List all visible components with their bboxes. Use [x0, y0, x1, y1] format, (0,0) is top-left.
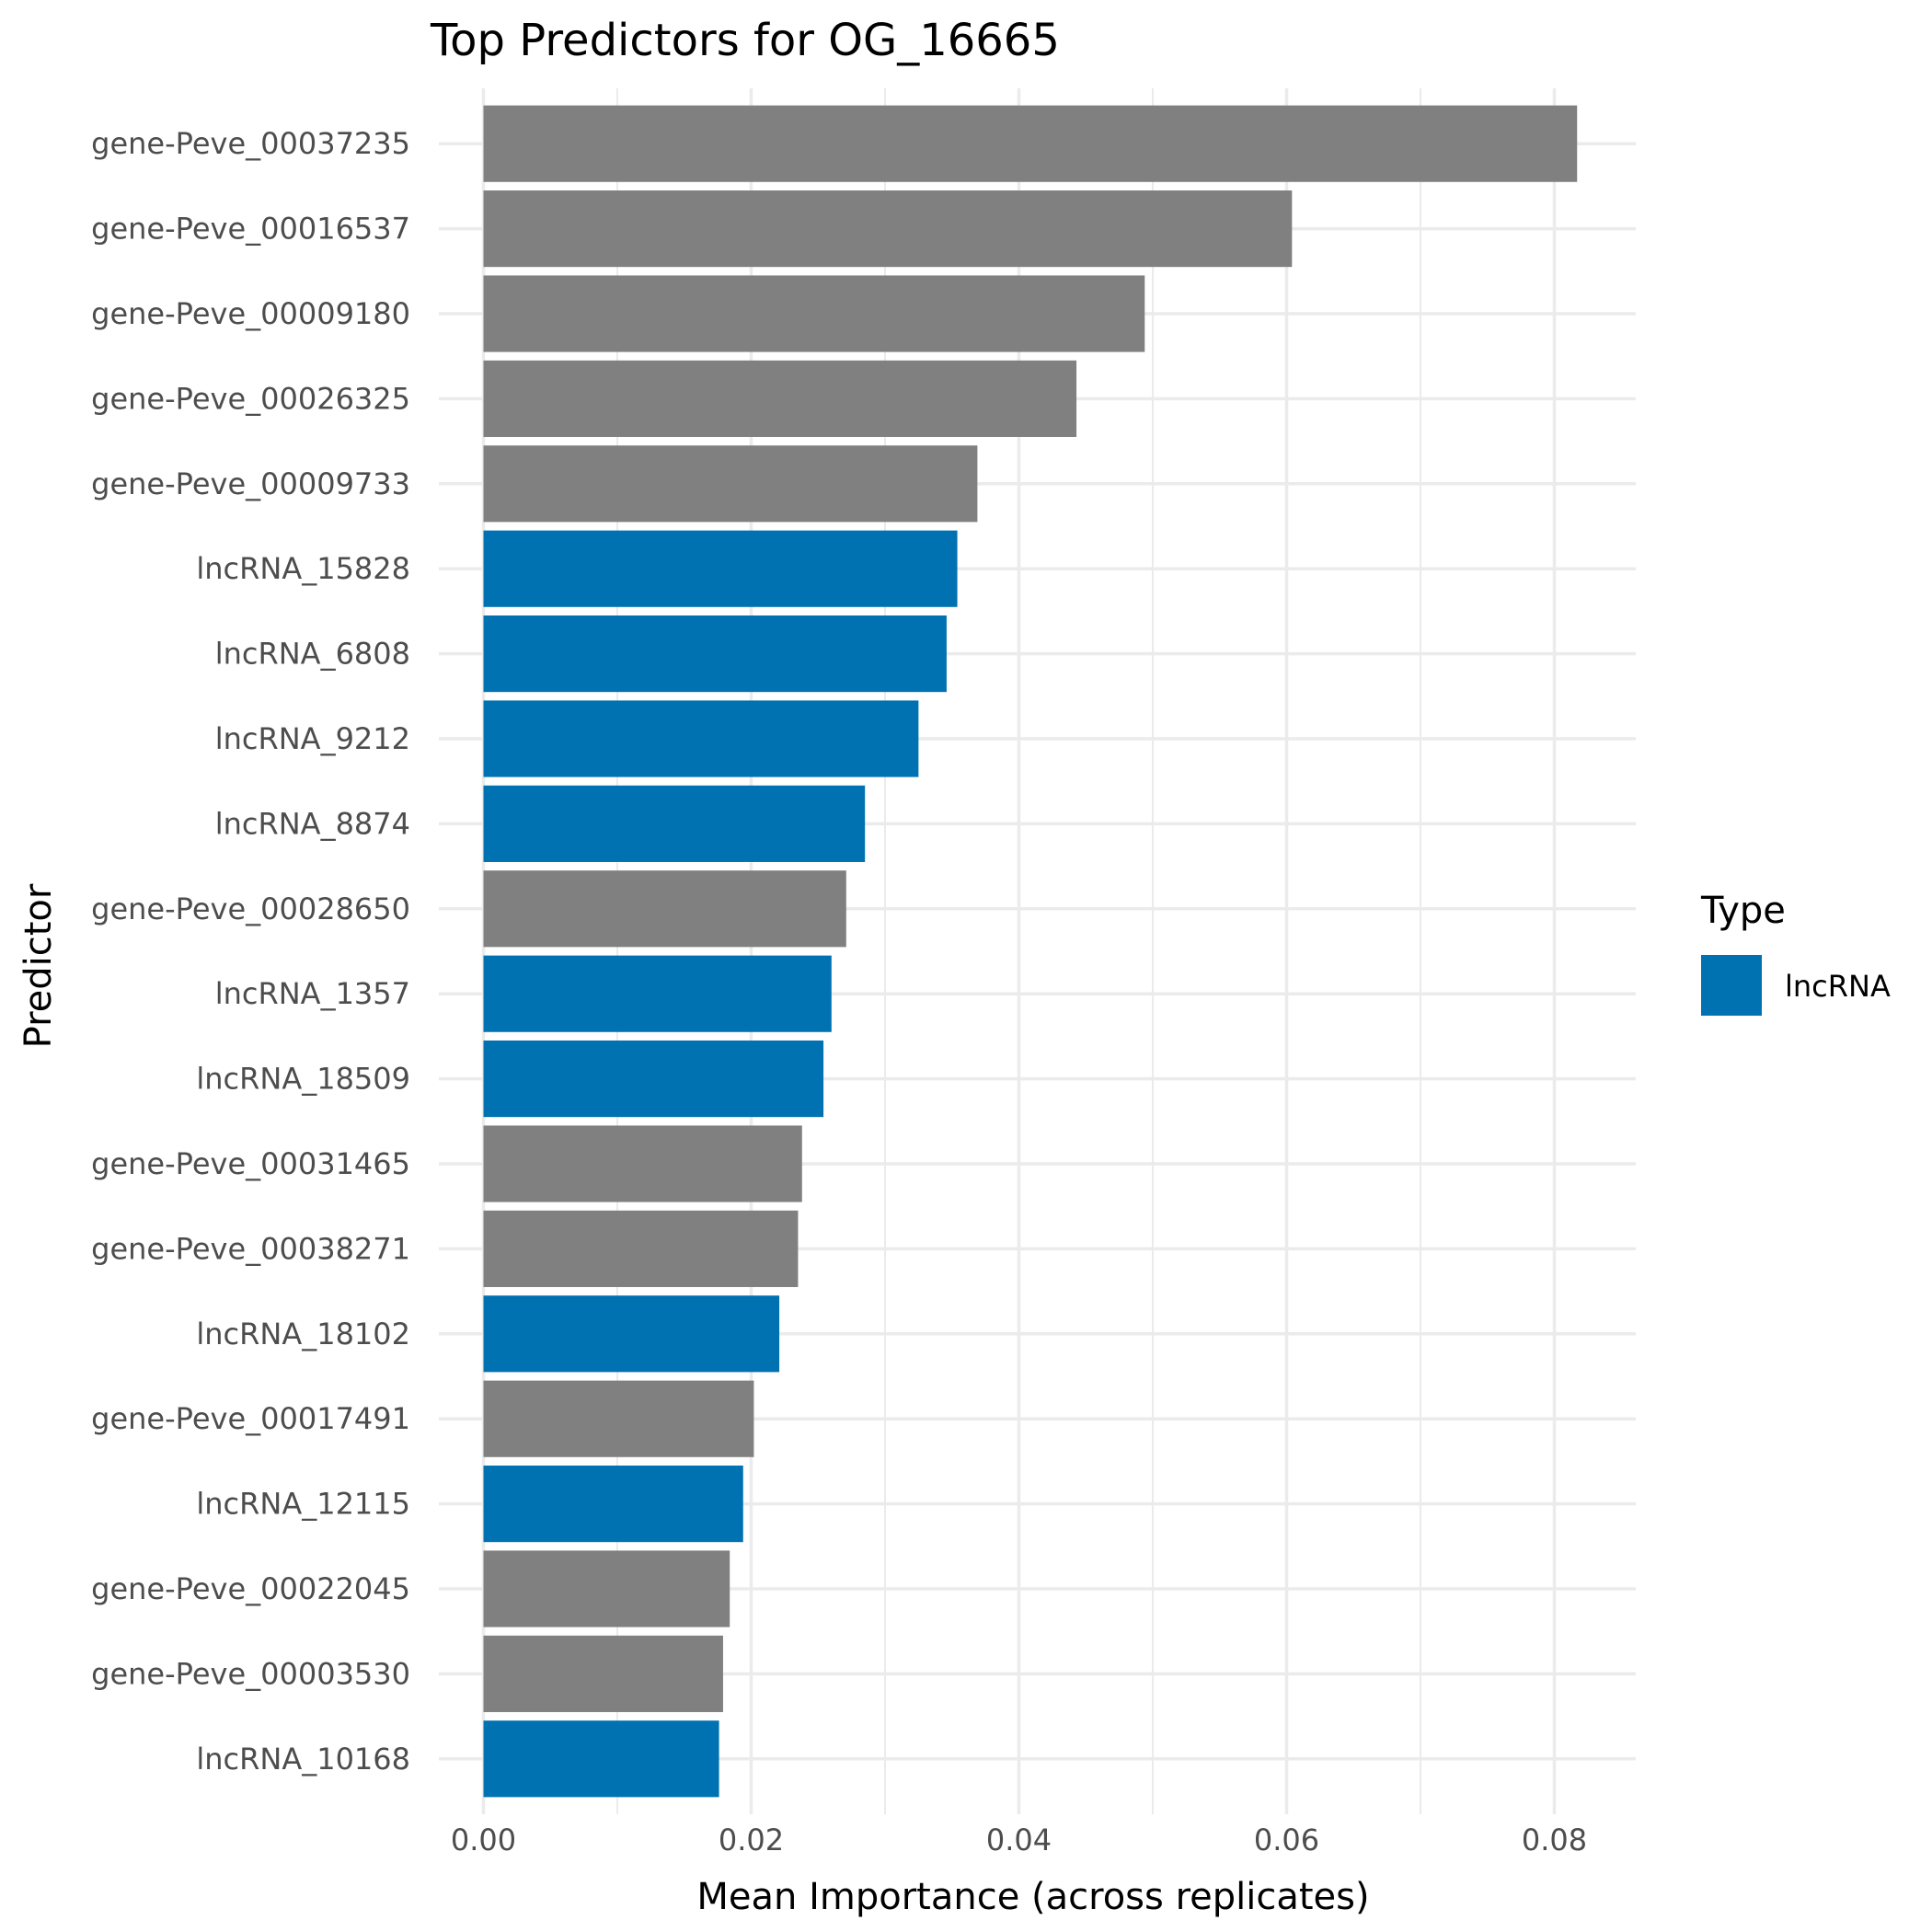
- y-tick-label: gene-Peve_00037235: [91, 126, 410, 161]
- y-tick-label: lncRNA_18102: [196, 1317, 410, 1351]
- x-tick-label: 0.06: [1254, 1823, 1319, 1857]
- y-tick-labels: gene-Peve_00037235 gene-Peve_00016537gene…: [91, 126, 410, 1777]
- x-tick-label: 0.08: [1522, 1823, 1587, 1857]
- x-tick-label: 0.02: [719, 1823, 784, 1857]
- bar: [483, 105, 1578, 182]
- bar: [483, 1550, 730, 1627]
- bar: [483, 785, 866, 862]
- bar-layer: [483, 105, 1578, 1798]
- legend-label-lncrna: lncRNA: [1785, 969, 1891, 1004]
- bar: [483, 275, 1145, 352]
- y-tick-label: gene-Peve_00003530: [91, 1656, 410, 1691]
- x-tick-labels: 0.00 0.02 0.04 0.06 0.08: [451, 1823, 1587, 1857]
- y-tick-label: gene-Peve_00009733: [91, 466, 410, 501]
- legend-swatch-lncrna: [1701, 955, 1762, 1016]
- bar: [483, 1041, 824, 1118]
- y-axis-title: Predictor: [17, 883, 60, 1048]
- legend: Type lncRNA: [1700, 890, 1891, 1016]
- y-tick-label: gene-Peve_00009180: [91, 296, 410, 331]
- bar: [483, 1210, 799, 1287]
- y-tick-label: gene-Peve_00016537: [91, 212, 410, 247]
- y-tick-label: lncRNA_9212: [215, 721, 410, 756]
- bar: [483, 1466, 743, 1543]
- x-tick-label: 0.04: [986, 1823, 1052, 1857]
- bar: [483, 1295, 780, 1373]
- x-tick-label: 0.00: [451, 1823, 516, 1857]
- y-tick-label: lncRNA_6808: [215, 637, 410, 672]
- bar: [483, 870, 846, 948]
- y-tick-label: lncRNA_18509: [196, 1062, 410, 1097]
- bar: [483, 1720, 719, 1798]
- y-tick-label: gene-Peve_00017491: [91, 1401, 410, 1436]
- bar: [483, 955, 832, 1032]
- y-tick-label: gene-Peve_00028650: [91, 891, 410, 926]
- y-tick-label: lncRNA_8874: [215, 806, 410, 841]
- y-tick-label: gene-Peve_00022045: [91, 1571, 410, 1606]
- bar: [483, 1635, 723, 1712]
- chart-title: Top Predictors for OG_16665: [430, 15, 1060, 66]
- x-axis-title: Mean Importance (across replicates): [696, 1876, 1369, 1918]
- bar: [483, 190, 1293, 268]
- y-tick-label: gene-Peve_00031465: [91, 1146, 410, 1181]
- legend-title: Type: [1700, 890, 1786, 932]
- bar: [483, 360, 1077, 437]
- y-tick-label: lncRNA_10168: [196, 1742, 410, 1777]
- y-tick-label: lncRNA_15828: [196, 551, 410, 586]
- bar: [483, 615, 947, 693]
- bar: [483, 445, 978, 523]
- bar: [483, 530, 958, 607]
- y-tick-label: gene-Peve_00026325: [91, 381, 410, 416]
- bar: [483, 700, 919, 777]
- y-tick-label: lncRNA_12115: [196, 1487, 410, 1522]
- bar: [483, 1380, 754, 1457]
- y-tick-label: lncRNA_1357: [215, 976, 410, 1011]
- y-tick-label: gene-Peve_00038271: [91, 1231, 410, 1266]
- bar: [483, 1125, 802, 1202]
